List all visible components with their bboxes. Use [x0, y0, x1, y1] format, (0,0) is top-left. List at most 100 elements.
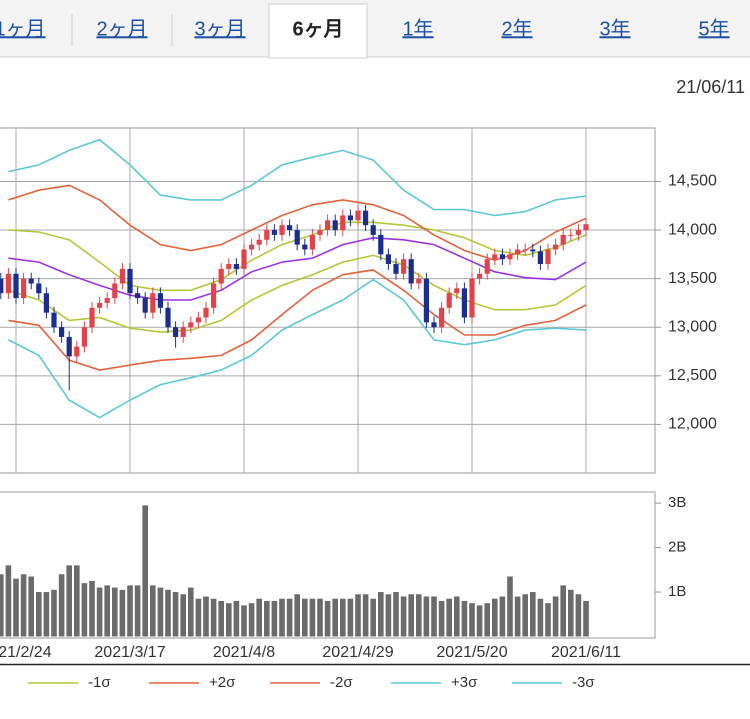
candle-body — [454, 288, 460, 294]
candle-body — [43, 293, 49, 313]
volume-bar — [332, 598, 338, 637]
volume-bar — [165, 589, 171, 637]
tab-link[interactable]: 2年 — [501, 17, 532, 40]
candle-body — [370, 225, 376, 235]
candle-body — [553, 244, 559, 250]
candle-body — [583, 224, 589, 231]
tab-link[interactable]: 2ヶ月 — [96, 18, 147, 40]
tab-link[interactable]: 3ヶ月 — [194, 18, 245, 40]
x-tick-label: 2021/2/24 — [0, 644, 52, 661]
volume-bar — [302, 598, 308, 637]
band-line — [8, 278, 587, 419]
volume-bar — [446, 598, 452, 637]
volume-bar — [89, 580, 95, 637]
volume-bar — [340, 598, 346, 637]
candle-body — [127, 268, 133, 294]
volume-bar — [393, 592, 399, 637]
candle-body — [119, 268, 125, 284]
candle-body — [332, 220, 338, 231]
volume-bar — [454, 596, 460, 637]
volume-bar — [203, 596, 209, 637]
tab-link[interactable]: 3年 — [599, 17, 630, 40]
y-tick-label: 3B — [668, 494, 686, 511]
volume-bar — [575, 594, 582, 637]
volume-bar — [431, 596, 437, 637]
candle-body — [302, 244, 308, 250]
tab-link[interactable]: 5年 — [698, 17, 729, 40]
volume-bar — [28, 576, 34, 637]
candle-body — [28, 278, 34, 284]
tab-link[interactable]: 1年 — [402, 17, 433, 40]
candle-body — [180, 327, 186, 337]
candle-body — [401, 259, 407, 274]
volume-bar — [378, 592, 384, 637]
candle-body — [499, 254, 505, 260]
candle-body — [484, 259, 490, 274]
candle-body — [522, 249, 528, 251]
volume-bar — [279, 598, 285, 637]
candle-body — [0, 278, 4, 294]
x-tick-label: 2021/5/20 — [436, 644, 507, 661]
candle-body — [218, 268, 224, 284]
volume-bar — [264, 600, 270, 637]
candle-body — [545, 249, 551, 265]
volume-bar — [0, 574, 4, 637]
volume-bar — [385, 594, 392, 637]
candle-body — [150, 293, 156, 313]
candle-body — [226, 264, 232, 269]
candle-body — [309, 234, 315, 250]
volume-bar — [355, 594, 361, 637]
volume-bar — [81, 583, 88, 637]
legend-label: +3σ — [451, 674, 478, 691]
candle-body — [13, 273, 19, 299]
candle-body — [203, 307, 209, 318]
volume-bar — [514, 596, 521, 637]
volume-bar — [188, 587, 194, 637]
volume-bar — [226, 603, 232, 637]
x-tick-label: 2021/4/8 — [213, 644, 275, 661]
candle-body — [21, 278, 27, 299]
candle-body — [317, 230, 323, 235]
volume-bar — [58, 574, 65, 637]
volume-bar — [461, 600, 468, 637]
candle-body — [271, 230, 277, 235]
volume-bar — [157, 587, 164, 637]
volume-bar — [96, 587, 103, 637]
y-tick-label: 2B — [668, 539, 686, 556]
volume-bar — [218, 600, 224, 637]
volume-bar — [324, 600, 331, 637]
candle-body — [537, 251, 543, 265]
tab-link[interactable]: 1ヶ月 — [0, 18, 46, 40]
volume-bar — [112, 587, 118, 637]
candle-body — [264, 230, 270, 240]
candle-body — [461, 288, 467, 318]
volume-bar — [370, 598, 376, 637]
band-line — [8, 138, 587, 217]
volume-bar — [499, 596, 506, 637]
candle-body — [477, 273, 483, 279]
volume-bar — [294, 594, 300, 637]
candle-body — [492, 254, 498, 260]
volume-bar — [545, 603, 551, 637]
volume-bar — [210, 598, 217, 637]
volume-bar — [507, 576, 513, 637]
volume-bar — [309, 598, 316, 637]
tab-selected[interactable]: 6ヶ月 — [292, 18, 343, 40]
volume-bar — [180, 594, 186, 637]
candle-body — [97, 302, 103, 308]
date-label: 21/06/11 — [676, 77, 745, 97]
candle-body — [36, 283, 42, 294]
volume-bar — [438, 600, 445, 637]
band-line — [8, 184, 587, 262]
volume-bar — [172, 592, 179, 637]
candle-body — [173, 327, 179, 337]
volume-bar — [568, 589, 574, 637]
candle-body — [378, 234, 384, 255]
volume-bar — [347, 598, 354, 637]
volume-bar — [195, 598, 202, 637]
volume-bar — [492, 598, 498, 637]
candle-body — [241, 249, 247, 269]
legend-label: -2σ — [330, 674, 353, 691]
candle-body — [439, 307, 445, 328]
candle-body — [507, 254, 513, 260]
